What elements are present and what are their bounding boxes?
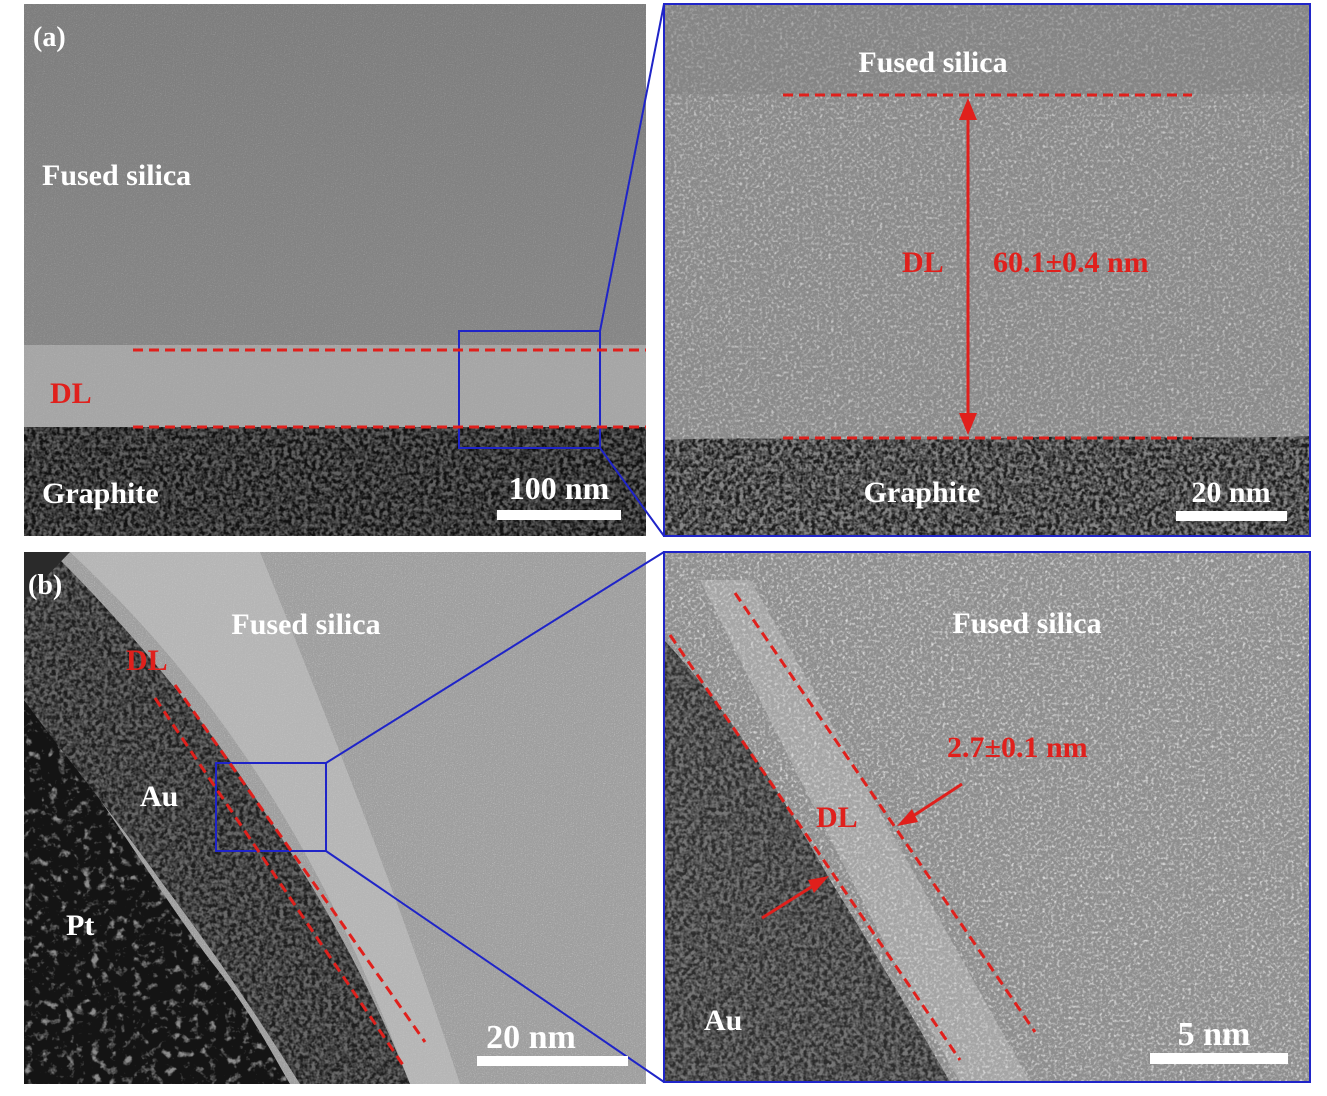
thickness-arrow-a [959, 98, 977, 435]
scale-bar-b-left [477, 1056, 628, 1066]
label-graphite: Graphite [864, 476, 981, 509]
panel-b-inset-box [215, 762, 327, 852]
label-dl: DL [902, 246, 944, 279]
scale-bar-label-a-left: 100 nm [509, 470, 610, 506]
panel-a-tag: (a) [33, 22, 66, 53]
dl-outer-dashed-line [733, 592, 1037, 1033]
scale-bar-a-left [497, 510, 621, 520]
dl-inner-dashed-line [153, 697, 407, 1069]
label-dl: DL [816, 801, 858, 834]
panel-a-left-image [24, 4, 646, 536]
panel-b-right-image [664, 552, 1310, 1082]
panel-a-right-image [664, 4, 1310, 536]
zoom-frames [215, 3, 1311, 1083]
scale-bar-a-right [1176, 511, 1287, 521]
scale-bar-label-a-right: 20 nm [1191, 476, 1270, 509]
label-dl: DL [126, 644, 168, 677]
label-pt: Pt [66, 909, 94, 942]
dl-inner-dashed-line [668, 634, 962, 1061]
label-au: Au [704, 1004, 742, 1037]
panel-a-right-frame [663, 3, 1311, 537]
measurement-label: 60.1±0.4 nm [993, 246, 1149, 279]
panel-b-tag: (b) [28, 570, 62, 601]
panel-b-connector-top [325, 551, 665, 764]
thickness-arrows-b [761, 782, 963, 920]
label-graphite: Graphite [42, 477, 159, 510]
label-fused-silica: Fused silica [858, 46, 1007, 79]
scale-bars [477, 510, 1288, 1066]
dl-outer-dashed-line [173, 684, 427, 1043]
panel-a-connector-top [599, 3, 665, 332]
panel-a-connector-bottom [599, 447, 665, 537]
panel-a-inset-box [458, 330, 601, 449]
label-au: Au [140, 780, 178, 813]
panel-b-right-frame [663, 551, 1311, 1083]
panel-b-connector-bottom [325, 850, 665, 1083]
scale-bar-label-b-right: 5 nm [1178, 1016, 1251, 1053]
label-fused-silica: Fused silica [42, 159, 191, 192]
scale-bar-label-b-left: 20 nm [486, 1019, 576, 1056]
label-dl: DL [50, 377, 92, 410]
label-fused-silica: Fused silica [952, 607, 1101, 640]
measurement-label: 2.7±0.1 nm [947, 731, 1088, 764]
label-fused-silica: Fused silica [231, 608, 380, 641]
annotations [133, 93, 1192, 1069]
scale-bar-b-right [1150, 1053, 1288, 1064]
